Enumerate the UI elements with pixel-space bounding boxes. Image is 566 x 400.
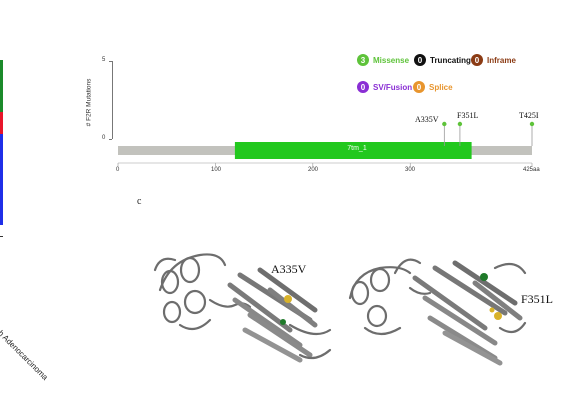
y-tick-mark bbox=[109, 139, 112, 140]
x-tick-label: 100 bbox=[211, 167, 222, 173]
x-tick-label: 0 bbox=[116, 167, 120, 173]
mutation-label: F351L bbox=[457, 111, 479, 120]
structure-label-a335v: A335V bbox=[271, 262, 307, 276]
legend-count-badge: 0 bbox=[414, 54, 426, 66]
legend-label: Truncating bbox=[430, 55, 471, 65]
legend-inframe: 0 Inframe bbox=[471, 53, 516, 67]
legend-truncating: 0 Truncating bbox=[414, 53, 471, 67]
strip-segment-blue bbox=[0, 134, 3, 225]
y-tick-mark bbox=[109, 61, 112, 62]
lollipop-svg bbox=[117, 121, 535, 166]
strip-segment-green bbox=[0, 60, 3, 112]
legend-missense: 3 Missense bbox=[357, 53, 409, 67]
legend-label: SV/Fusion bbox=[373, 82, 413, 92]
protein-structure-right-image bbox=[348, 258, 527, 366]
mutation-lollipop-head bbox=[529, 121, 535, 127]
strip-segment-red bbox=[0, 112, 3, 134]
rotated-cancer-label: mach Adenocarcinoma bbox=[0, 318, 50, 382]
legend-label: Missense bbox=[373, 55, 410, 65]
legend-sv-fusion: 0 SV/Fusion bbox=[357, 80, 412, 94]
y-axis-line bbox=[112, 61, 113, 139]
legend-count-badge: 0 bbox=[413, 81, 425, 93]
x-tick-label: 425aa bbox=[523, 167, 540, 173]
panel-label-c: c bbox=[137, 196, 142, 207]
legend-label: Inframe bbox=[487, 55, 516, 65]
structure-label-f351l: F351L bbox=[521, 292, 554, 306]
domain-label: 7tm_1 bbox=[347, 145, 367, 152]
protein-structure-left-image bbox=[153, 253, 332, 363]
left-color-strip bbox=[0, 60, 3, 225]
domain-7tm-1 bbox=[234, 142, 472, 159]
x-tick-label: 200 bbox=[308, 167, 319, 173]
mutation-label: A335V bbox=[415, 115, 439, 124]
legend-splice: 0 Splice bbox=[413, 80, 453, 94]
left-strip-tick bbox=[0, 236, 3, 237]
legend-count-badge: 0 bbox=[357, 81, 369, 93]
legend-count-badge: 3 bbox=[357, 54, 369, 66]
mutation-label: T425I bbox=[519, 111, 539, 120]
x-tick-label: 300 bbox=[405, 167, 416, 173]
mutation-lollipop-head bbox=[442, 121, 447, 127]
y-tick-label: 0 bbox=[102, 135, 106, 141]
y-tick-label: 5 bbox=[102, 57, 106, 63]
legend-count-badge: 0 bbox=[471, 54, 483, 66]
mutation-lollipop-head bbox=[457, 121, 463, 127]
legend-label: Splice bbox=[429, 82, 453, 92]
